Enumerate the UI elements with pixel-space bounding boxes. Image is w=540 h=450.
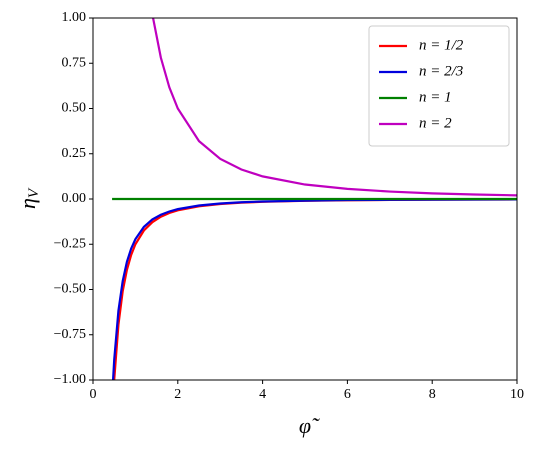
plot-area [111, 18, 517, 380]
y-label-subscript: V [26, 187, 42, 198]
legend-label: n = 1 [419, 89, 452, 105]
legend-label: n = 1/2 [419, 37, 464, 53]
y-tick-label: −0.25 [54, 236, 86, 251]
y-tick-label: 0.25 [62, 146, 87, 161]
y-tick-label: 0.50 [62, 101, 87, 116]
series-line [111, 198, 517, 380]
y-tick-label: 1.00 [62, 10, 87, 25]
x-axis-label: φ̃ [299, 413, 320, 438]
series-line [113, 198, 517, 380]
x-tick-label: 10 [510, 387, 524, 402]
x-tick-label: 2 [174, 387, 181, 402]
y-axis-label: ηV [15, 187, 42, 209]
y-tick-label: −0.50 [54, 282, 86, 297]
legend-box [368, 25, 510, 147]
y-tick-label: 0.00 [62, 191, 87, 206]
x-tick-label: 6 [344, 387, 351, 402]
x-tick-label: 0 [90, 387, 97, 402]
y-tick-label: −1.00 [54, 372, 86, 387]
y-label-symbol: η [15, 198, 40, 209]
x-tick-label: 4 [259, 387, 266, 402]
y-tick-label: −0.75 [54, 327, 86, 342]
series-line [151, 18, 517, 197]
legend-label: n = 2/3 [419, 63, 463, 79]
plot-frame [92, 17, 518, 381]
legend-label: n = 2 [419, 115, 452, 131]
x-tick-label: 8 [429, 387, 436, 402]
y-tick-label: 0.75 [62, 55, 87, 70]
